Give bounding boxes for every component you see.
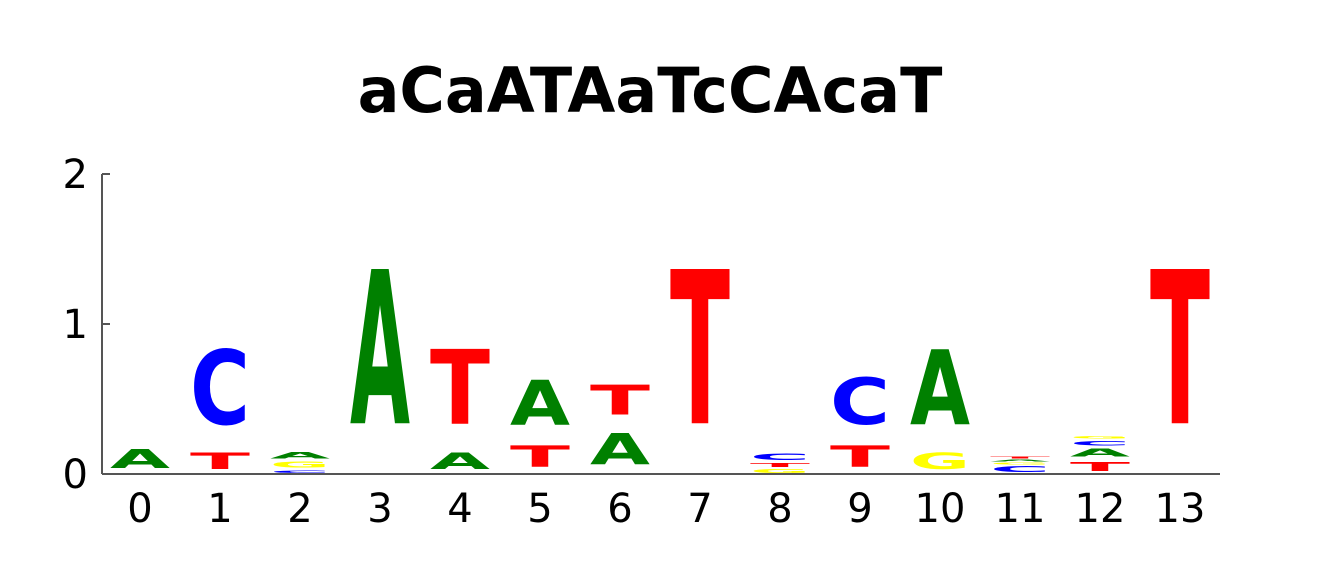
logo-letter-a: A (110, 444, 170, 474)
x-tick-label: 3 (367, 486, 392, 532)
x-tick-label: 9 (847, 486, 872, 532)
logo-letter-t: T (510, 440, 570, 474)
logo-column: TC (190, 329, 250, 474)
y-tick-label: 2 (63, 152, 88, 198)
logo-letter-t: T (1150, 229, 1210, 474)
x-tick-label: 7 (687, 486, 712, 532)
logo-letter-c: C (750, 452, 810, 462)
logo-letter-t: T (830, 440, 890, 474)
logo-letter-g: G (270, 461, 330, 470)
x-tick-label: 13 (1155, 486, 1206, 532)
logo-letter-a: A (990, 459, 1051, 462)
x-tick-label: 2 (287, 486, 312, 532)
x-tick-label: 4 (447, 486, 472, 532)
x-tick-label: 12 (1075, 486, 1126, 532)
logo-letter-t: T (1070, 459, 1130, 474)
chart-title: aCaATAaTcCAcaT (358, 54, 943, 127)
logo-letter-a: A (590, 425, 651, 474)
logo-letter-c: C (190, 329, 250, 448)
logo-letter-c: C (270, 469, 330, 474)
logo-column: A (110, 444, 170, 474)
logo-column: AT (430, 328, 490, 474)
logo-letter-g: G (910, 449, 970, 474)
logo-letter-c: C (830, 366, 890, 440)
x-tick-label: 5 (527, 486, 552, 532)
logo-column: GA (910, 330, 970, 474)
logo-letter-a: A (910, 330, 970, 448)
logo-column: A (350, 227, 410, 474)
logo-letter-g: G (1070, 435, 1130, 439)
logo-letter-a: A (270, 450, 330, 460)
logo-letter-t: T (430, 328, 490, 448)
logo-column: T (1150, 229, 1210, 474)
x-axis-ticks: 0 1 2 3 4 5 6 7 8 9 10 11 12 13 (127, 486, 1205, 532)
logo-letter-g: G (750, 468, 810, 474)
logo-letter-c: C (990, 465, 1050, 474)
y-tick-label: 0 (63, 452, 88, 498)
logo-letter-t: T (590, 377, 650, 425)
logo-letter-t: T (190, 449, 250, 474)
logo-column: TC (830, 366, 890, 474)
logo-letter-g: G (990, 462, 1050, 465)
logo-letter-a: A (350, 227, 410, 474)
x-tick-label: 8 (767, 486, 792, 532)
logo-letter-t: T (670, 229, 730, 474)
logo-letter-t: T (990, 456, 1051, 459)
x-tick-label: 10 (915, 486, 966, 532)
logo-column: T (670, 229, 730, 474)
y-axis-ticks: 0 1 2 (63, 152, 110, 498)
logo-column: CGA (270, 450, 330, 474)
x-tick-label: 11 (995, 486, 1046, 532)
logo-letter-a: A (430, 449, 490, 474)
logo-letter-t: T (750, 462, 811, 468)
logo-column: GTC (750, 452, 811, 475)
logo-column: AT (590, 377, 651, 474)
x-tick-label: 6 (607, 486, 632, 532)
y-tick-label: 1 (63, 302, 88, 348)
x-tick-label: 0 (127, 486, 152, 532)
logo-letter-a: A (1070, 447, 1130, 459)
logo-letter-a: A (510, 368, 570, 440)
logo-letter-c: C (1070, 439, 1130, 447)
x-tick-label: 1 (207, 486, 232, 532)
logo-column: TA (510, 368, 570, 475)
